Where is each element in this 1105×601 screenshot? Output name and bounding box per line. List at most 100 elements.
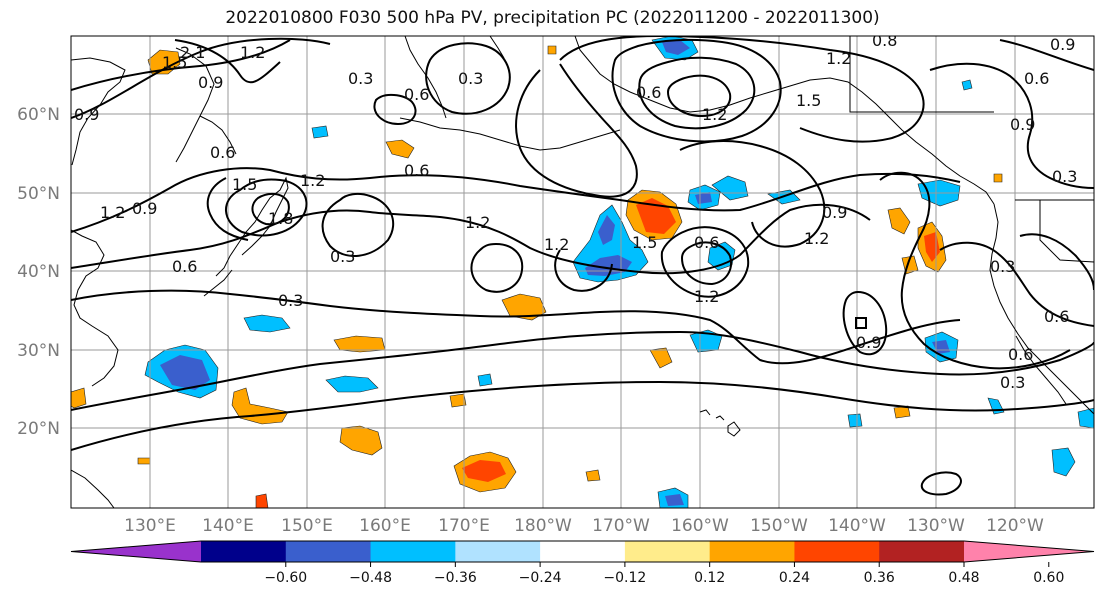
contour-label: 0.6	[1044, 307, 1069, 326]
lat-label: 20°N	[17, 419, 60, 439]
precip-positive-area	[449, 393, 467, 408]
contour-label: 0.6	[694, 233, 719, 252]
colorbar-bin	[624, 541, 711, 562]
colorbar-bin	[370, 541, 456, 562]
pv-contour	[929, 62, 1094, 189]
precip-negative-area	[477, 373, 493, 387]
precip-negative-area	[711, 175, 749, 201]
contour-label: 0.6	[404, 85, 429, 104]
coastline-hawaii	[699, 409, 741, 437]
contour-label: 0.9	[856, 333, 881, 352]
coastline-asia	[71, 57, 126, 508]
pv-contour	[71, 167, 961, 233]
precip-negative-area	[662, 40, 690, 55]
colorbar-tick-label: 0.48	[948, 570, 979, 586]
contour-label: 1.2	[100, 203, 125, 222]
contour-label: 0.8	[872, 31, 897, 50]
contour-label: 0.6	[404, 161, 429, 180]
precip-positive-area	[385, 139, 415, 159]
pv-contour	[71, 289, 961, 365]
colorbar-outline	[70, 540, 1095, 563]
coastlines	[71, 36, 1094, 508]
colorbar-bin	[879, 541, 965, 562]
colorbar-tick-label: −0.12	[603, 570, 646, 586]
coastline-alaska	[574, 36, 995, 205]
pv-contour	[660, 226, 750, 298]
precip-positive-area	[585, 469, 601, 482]
pv-contour	[920, 471, 962, 496]
contour-label: 0.9	[198, 73, 223, 92]
contour-label: 0.6	[1024, 69, 1049, 88]
colorbar-tick-label: 0.24	[779, 570, 810, 586]
latitude-labels: 60°N 50°N 40°N 30°N 20°N	[17, 105, 60, 439]
precip-negative-area	[325, 375, 379, 393]
contour-label: 0.3	[278, 291, 303, 310]
contour-label: 1.2	[544, 235, 569, 254]
colorbar-tick-label: 0.12	[694, 570, 725, 586]
map-border	[70, 35, 1095, 509]
precip-positive-area	[887, 207, 911, 235]
contour-label: 1.5	[632, 233, 657, 252]
contour-label: 1.2	[240, 43, 265, 62]
contour-label: 1.8	[268, 209, 293, 228]
coastline-kamchatka	[175, 47, 237, 163]
pv-contour	[842, 290, 888, 356]
lon-label: 150°E	[281, 516, 333, 536]
colorbar-tick-label: −0.24	[519, 570, 562, 586]
precip-negative-area	[311, 125, 329, 139]
contour-label: 0.6	[636, 83, 661, 102]
lon-label: 120°W	[986, 516, 1044, 536]
contour-label: 1.2	[702, 105, 727, 124]
colorbar-tick-label: 0.60	[1033, 570, 1064, 586]
lon-label: 170°W	[592, 516, 650, 536]
contour-label: 1.2	[465, 213, 490, 232]
precip-positive-area	[137, 457, 151, 465]
pv-contour	[515, 63, 638, 198]
lon-label: 160°W	[671, 516, 729, 536]
pv-contour	[71, 37, 331, 119]
contour-label: 0.9	[132, 199, 157, 218]
pv-contour	[939, 241, 1094, 327]
lat-label: 30°N	[17, 341, 60, 361]
contour-label: 1.5	[162, 53, 187, 72]
lon-label: 140°W	[828, 516, 886, 536]
contour-label: 1.2	[300, 171, 325, 190]
colorbar-tick-label: 0.36	[864, 570, 895, 586]
contour-label: 0.6	[1008, 345, 1033, 364]
precip-positive-area	[231, 387, 289, 425]
contour-label: 0.9	[822, 203, 847, 222]
contour-label: 2.1	[180, 43, 205, 62]
precip-negative-area	[695, 192, 712, 204]
lon-label: 160°E	[359, 516, 411, 536]
precip-positive-area	[339, 425, 383, 456]
lon-label: 150°W	[750, 516, 808, 536]
contour-label: 0.9	[1010, 115, 1035, 134]
pv-contour	[611, 38, 782, 143]
contour-label: 0.9	[74, 105, 99, 124]
pv-contour	[554, 249, 613, 292]
contour-label: 0.3	[458, 69, 483, 88]
lon-label: 130°W	[907, 516, 965, 536]
colorbar-bin	[540, 541, 626, 562]
colorbar-bin	[285, 541, 372, 562]
precip-positive-area	[993, 173, 1003, 183]
precip-positive-area	[71, 387, 87, 409]
pv-contour	[666, 74, 732, 118]
lon-label: 180°W	[514, 516, 572, 536]
precip-negative-area	[160, 355, 210, 390]
precip-negative-area	[598, 215, 615, 245]
contour-label: 0.3	[1000, 373, 1025, 392]
longitude-labels: 130°E 140°E 150°E 160°E 170°E 180°W 170°…	[124, 516, 1044, 536]
pv-contour	[251, 192, 290, 226]
pv-contour	[225, 178, 308, 237]
border-us-canada	[849, 36, 1094, 263]
contour-label: 0.3	[1052, 167, 1077, 186]
contour-label: 1.2	[804, 229, 829, 248]
pv-contour	[71, 330, 1094, 411]
pv-contour	[999, 39, 1094, 71]
pv-contour	[71, 380, 1094, 451]
colorbar-extend-min	[71, 541, 201, 562]
lat-label: 50°N	[17, 184, 60, 204]
colorbar-tick-label: −0.60	[264, 570, 307, 586]
